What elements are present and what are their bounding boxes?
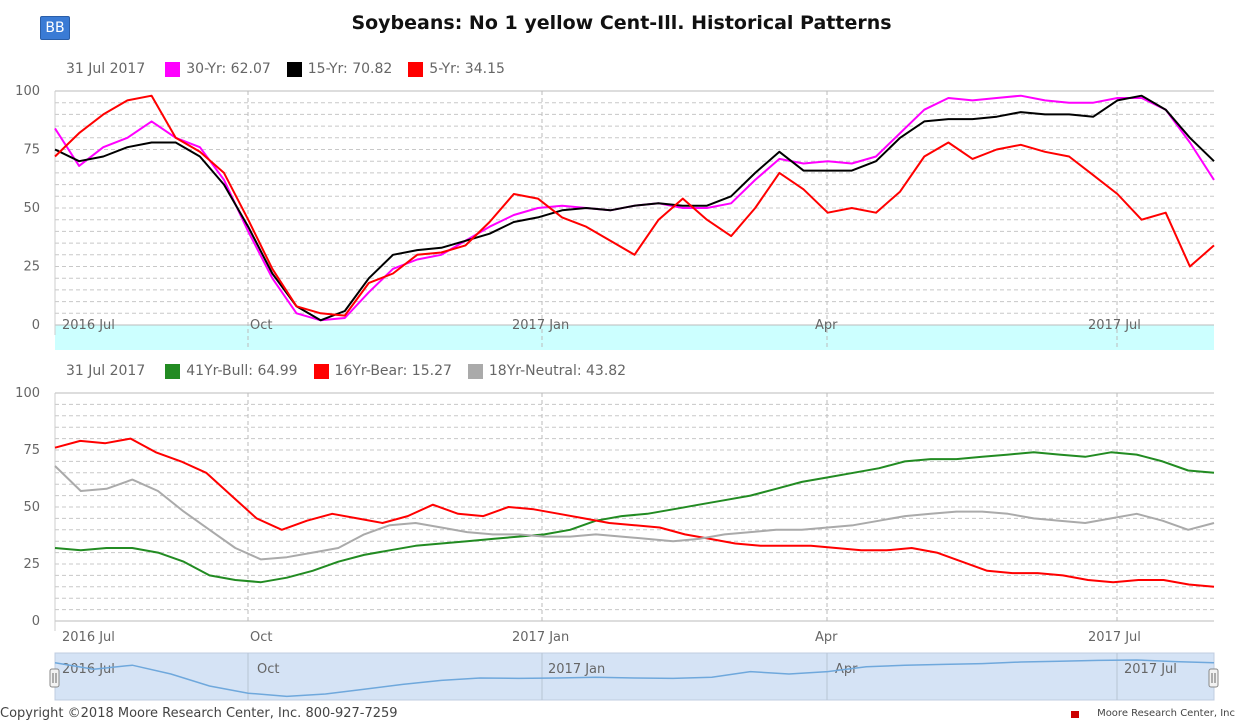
legend-label-bear: 16Yr-Bear: 15.27 bbox=[334, 363, 452, 379]
legend-top-date: 31 Jul 2017 bbox=[66, 61, 146, 77]
navigator-window bbox=[54, 652, 1215, 701]
navigator-handle-right[interactable] bbox=[1208, 668, 1219, 688]
legend-item-neutral[interactable]: 18Yr-Neutral: 43.82 bbox=[467, 363, 627, 379]
legend-swatch-bear bbox=[313, 363, 329, 379]
chart-1-x-tick-label: Apr bbox=[815, 630, 838, 645]
brand-logo-icon bbox=[1071, 711, 1079, 718]
footer-copyright: Copyright ©2018 Moore Research Center, I… bbox=[0, 706, 398, 721]
legend-swatch-5yr bbox=[408, 61, 424, 77]
navigator-label: Oct bbox=[257, 662, 279, 677]
chart-0-y-tick-label: 25 bbox=[23, 260, 40, 275]
chart-1-x-tick-label: 2017 Jan bbox=[512, 630, 569, 645]
legend-swatch-bull bbox=[165, 363, 181, 379]
chart-1-y-tick-label: 50 bbox=[23, 500, 40, 515]
legend-item-bear[interactable]: 16Yr-Bear: 15.27 bbox=[313, 363, 452, 379]
legend-swatch-30yr bbox=[165, 61, 181, 77]
legend-item-bull[interactable]: 41Yr-Bull: 64.99 bbox=[165, 363, 298, 379]
chart-1-y-tick-label: 75 bbox=[23, 443, 40, 458]
chart-1-x-tick-label: 2016 Jul bbox=[62, 630, 115, 645]
chart-0-x-tick-label: 2016 Jul bbox=[62, 318, 115, 333]
chart-0-y-tick-label: 100 bbox=[15, 84, 40, 99]
legend-top: 31 Jul 2017 30-Yr: 62.07 15-Yr: 70.82 5-… bbox=[66, 59, 521, 79]
legend-label-neutral: 18Yr-Neutral: 43.82 bbox=[488, 363, 627, 379]
footer-brand[interactable]: Moore Research Center, Inc bbox=[1097, 708, 1235, 719]
chart-1-y-tick-label: 100 bbox=[15, 386, 40, 401]
chart-1-y-tick-label: 25 bbox=[23, 557, 40, 572]
chart-0-cyan-band bbox=[55, 325, 1214, 350]
legend-label-5yr: 5-Yr: 34.15 bbox=[429, 61, 505, 77]
page-title: Soybeans: No 1 yellow Cent-Ill. Historic… bbox=[351, 12, 892, 34]
chart-0-series-30-yr bbox=[54, 94, 1215, 322]
chart-1-y-tick-label: 0 bbox=[32, 614, 40, 629]
legend-label-bull: 41Yr-Bull: 64.99 bbox=[186, 363, 298, 379]
legend-item-15yr[interactable]: 15-Yr: 70.82 bbox=[286, 61, 393, 77]
chart-0-x-tick-label: Oct bbox=[250, 318, 272, 333]
chart-0-x-tick-label: 2017 Jan bbox=[512, 318, 569, 333]
chart-0-y-tick-label: 0 bbox=[32, 318, 40, 333]
legend-item-30yr[interactable]: 30-Yr: 62.07 bbox=[165, 61, 271, 77]
chart-1-series-41yr-bull bbox=[54, 451, 1215, 584]
chart-0-series-5-yr bbox=[54, 94, 1215, 317]
navigator-handle-left[interactable] bbox=[49, 668, 60, 688]
legend-swatch-15yr bbox=[286, 61, 302, 77]
navigator-label: 2016 Jul bbox=[62, 662, 115, 677]
chart-1-series-18yr-neutral bbox=[54, 465, 1215, 561]
legend-bottom-date: 31 Jul 2017 bbox=[66, 363, 146, 379]
legend-label-30yr: 30-Yr: 62.07 bbox=[186, 61, 271, 77]
chart-1-x-tick-label: 2017 Jul bbox=[1088, 630, 1141, 645]
legend-label-15yr: 15-Yr: 70.82 bbox=[307, 61, 393, 77]
navigator-series bbox=[54, 659, 1215, 698]
navigator-label: 2017 Jul bbox=[1124, 662, 1177, 677]
chart-1-series-16yr-bear bbox=[54, 437, 1215, 588]
legend-bottom: 31 Jul 2017 41Yr-Bull: 64.99 16Yr-Bear: … bbox=[66, 361, 642, 381]
chart-0-x-tick-label: Apr bbox=[815, 318, 838, 333]
chart-0-y-tick-label: 75 bbox=[23, 143, 40, 158]
chart-0-x-tick-label: 2017 Jul bbox=[1088, 318, 1141, 333]
bb-badge[interactable]: BB bbox=[40, 16, 70, 40]
chart-0-y-tick-label: 50 bbox=[23, 201, 40, 216]
legend-swatch-neutral bbox=[467, 363, 483, 379]
chart-1-x-tick-label: Oct bbox=[250, 630, 272, 645]
chart-0-series-15-yr bbox=[54, 94, 1215, 322]
legend-item-5yr[interactable]: 5-Yr: 34.15 bbox=[408, 61, 505, 77]
navigator-label: 2017 Jan bbox=[548, 662, 605, 677]
